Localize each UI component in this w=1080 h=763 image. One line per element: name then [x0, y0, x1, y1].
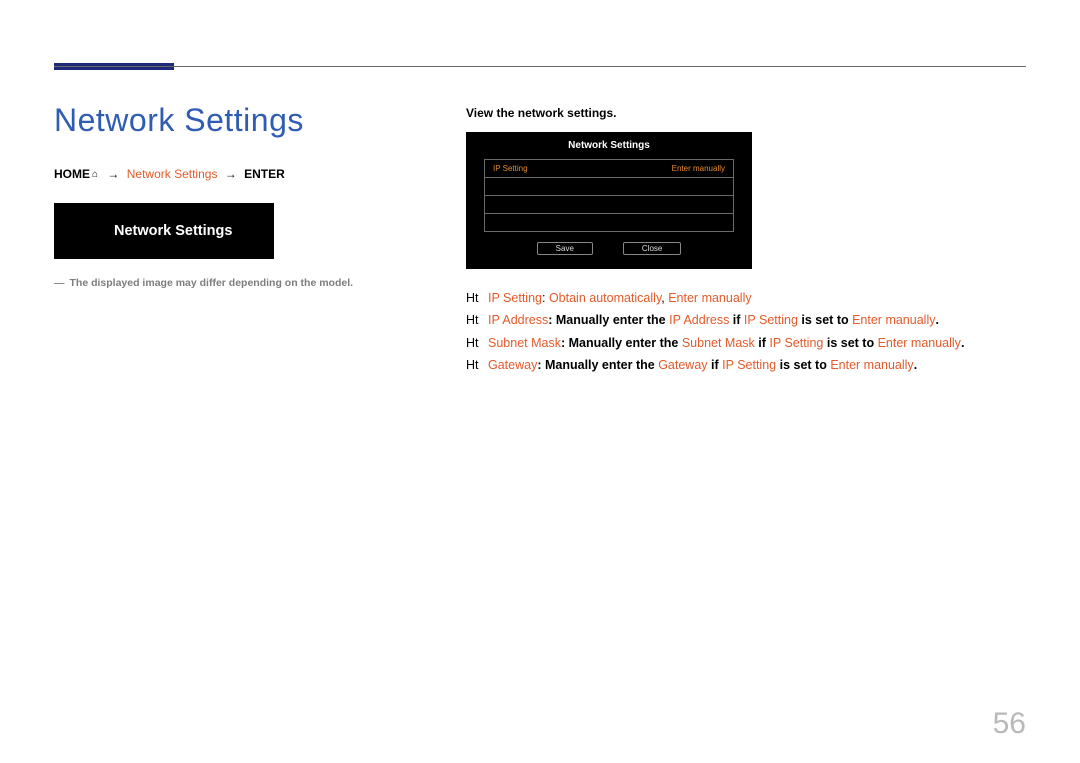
bullet-text: IP Setting [722, 358, 776, 372]
bullet-text: . [914, 358, 917, 372]
bullet-text: : Manually enter the [561, 336, 682, 350]
bullet-item: HtGateway: Manually enter the Gateway if… [466, 356, 1026, 375]
osd-row-label: IP Setting [493, 164, 672, 173]
osd-row [485, 214, 733, 232]
bullet-text: IP Setting [769, 336, 823, 350]
breadcrumb-home: HOME [54, 167, 90, 181]
osd-row [485, 196, 733, 214]
osd-row: IP Setting Enter manually [485, 160, 733, 178]
page-title: Network Settings [54, 102, 466, 139]
bullet-text: : Manually enter the [548, 313, 669, 327]
bullet-item: HtSubnet Mask: Manually enter the Subnet… [466, 334, 1026, 353]
bullet-item: HtIP Address: Manually enter the IP Addr… [466, 311, 1026, 330]
bullet-prefix: Ht [466, 334, 488, 353]
note-text: The displayed image may differ depending… [70, 277, 354, 289]
bullet-text: . [935, 313, 938, 327]
bullet-text: Subnet Mask [682, 336, 755, 350]
breadcrumb-sep-1: → [107, 167, 119, 181]
model-note: ― The displayed image may differ dependin… [54, 277, 466, 289]
bullet-prefix: Ht [466, 289, 488, 308]
top-divider [54, 66, 1026, 67]
note-dash: ― [54, 277, 65, 289]
bullet-list: HtIP Setting: Obtain automatically, Ente… [466, 289, 1026, 376]
bullet-text: if [755, 336, 770, 350]
instruction-text: View the network settings. [466, 106, 1026, 120]
bullet-text: if [729, 313, 744, 327]
breadcrumb-enter: ENTER [244, 167, 285, 181]
breadcrumb-item: Network Settings [127, 167, 218, 181]
osd-panel: Network Settings IP Setting Enter manual… [466, 132, 752, 269]
home-icon: ⌂ [92, 169, 98, 180]
bullet-text: IP Address [669, 313, 729, 327]
bullet-text: is set to [776, 358, 830, 372]
bullet-text: Enter manually [852, 313, 935, 327]
settings-tile: Network Settings [54, 203, 274, 259]
osd-title: Network Settings [484, 140, 734, 151]
bullet-text: Gateway [658, 358, 707, 372]
bullet-text: if [708, 358, 723, 372]
bullet-text: Enter manually [830, 358, 913, 372]
page: Network Settings HOME⌂ → Network Setting… [0, 0, 1080, 763]
breadcrumb: HOME⌂ → Network Settings → ENTER [54, 167, 466, 181]
osd-row [485, 178, 733, 196]
content-columns: Network Settings HOME⌂ → Network Setting… [54, 96, 1026, 379]
osd-close-button[interactable]: Close [623, 242, 681, 255]
settings-tile-label: Network Settings [114, 223, 232, 239]
bullet-text: : Manually enter the [537, 358, 658, 372]
bullet-item: HtIP Setting: Obtain automatically, Ente… [466, 289, 1026, 308]
breadcrumb-sep-2: → [225, 167, 237, 181]
bullet-text: Enter manually [668, 291, 751, 305]
osd-buttons: Save Close [484, 242, 734, 255]
bullet-text: Obtain automatically [549, 291, 661, 305]
osd-row-value: Enter manually [672, 164, 725, 173]
bullet-text: Enter manually [878, 336, 961, 350]
bullet-text: IP Setting [744, 313, 798, 327]
page-number: 56 [993, 707, 1026, 741]
bullet-text: is set to [798, 313, 852, 327]
bullet-text: IP Address [488, 313, 548, 327]
right-column: View the network settings. Network Setti… [466, 96, 1026, 379]
left-column: Network Settings HOME⌂ → Network Setting… [54, 96, 466, 379]
bullet-prefix: Ht [466, 356, 488, 375]
bullet-text: Subnet Mask [488, 336, 561, 350]
bullet-text: : [542, 291, 549, 305]
osd-rows: IP Setting Enter manually [484, 159, 734, 232]
bullet-text: . [961, 336, 964, 350]
bullet-text: Gateway [488, 358, 537, 372]
bullet-text: is set to [823, 336, 877, 350]
bullet-prefix: Ht [466, 311, 488, 330]
bullet-text: IP Setting [488, 291, 542, 305]
osd-save-button[interactable]: Save [537, 242, 593, 255]
